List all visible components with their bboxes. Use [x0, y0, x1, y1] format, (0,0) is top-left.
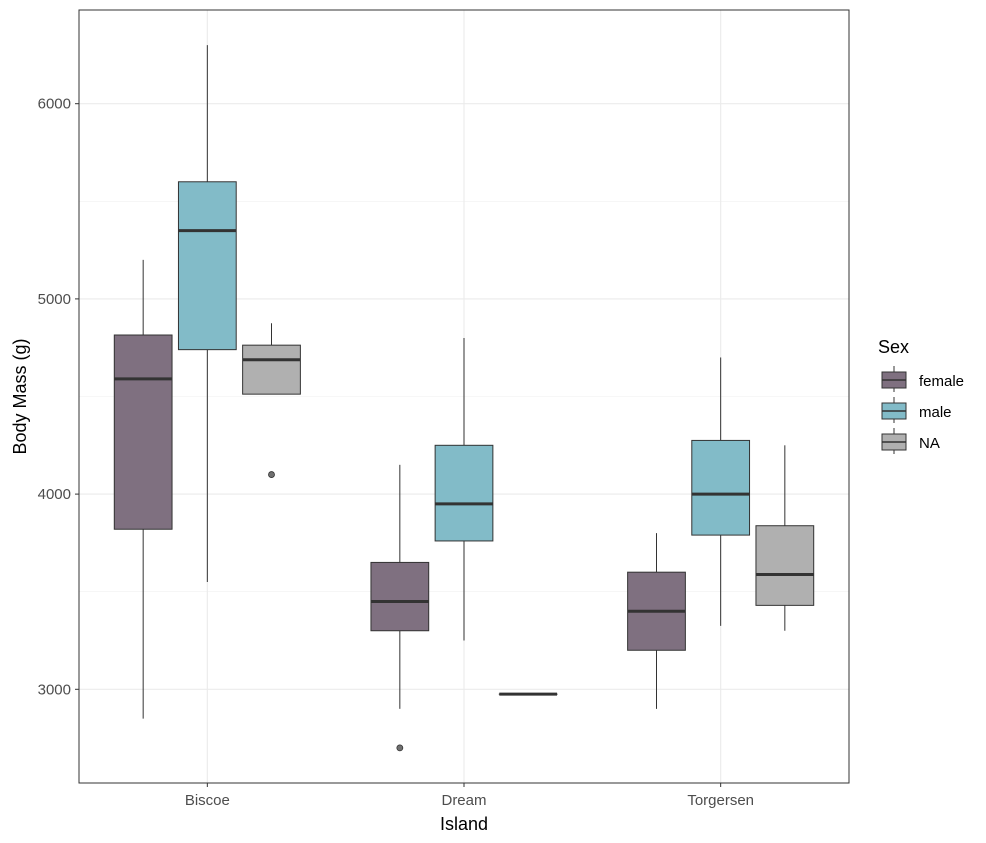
legend-title: Sex	[878, 337, 909, 357]
y-axis-title: Body Mass (g)	[10, 338, 30, 454]
legend-label-female: female	[919, 373, 964, 390]
y-tick-label: 4000	[38, 486, 71, 503]
box-NA-biscoe	[242, 323, 301, 478]
legend-label-male: male	[919, 404, 952, 421]
box-female-biscoe	[113, 259, 173, 719]
y-tick-label: 5000	[38, 291, 71, 308]
box-rect	[370, 561, 430, 632]
legend-item-male: male	[881, 397, 952, 423]
box-male-biscoe	[177, 45, 237, 582]
box-rect	[177, 181, 237, 351]
box-female-dream	[370, 464, 430, 752]
x-tick-label: Dream	[441, 792, 486, 809]
box-rect	[434, 444, 494, 542]
legend-item-female: female	[881, 366, 964, 392]
axes: 3000 4000 5000 6000 Biscoe Dream Torgersen	[38, 96, 754, 809]
box-rect	[242, 344, 301, 395]
x-tick-label: Torgersen	[687, 792, 754, 809]
outlier-point	[268, 471, 275, 478]
box-female-torgersen	[627, 533, 686, 709]
y-tick-label: 6000	[38, 96, 71, 113]
box-rect	[113, 334, 173, 530]
legend-item-na: NA	[881, 428, 940, 454]
box-rect	[755, 525, 815, 606]
x-tick-label: Biscoe	[185, 792, 230, 809]
outlier-point	[396, 744, 404, 752]
box-layer	[113, 45, 815, 752]
x-axis-title: Island	[440, 814, 488, 834]
box-male-torgersen	[691, 357, 751, 626]
box-rect	[691, 439, 751, 536]
box-male-dream	[434, 337, 494, 641]
y-tick-label: 3000	[38, 681, 71, 698]
legend: Sex female male NA	[878, 337, 964, 454]
legend-label-na: NA	[919, 435, 940, 452]
box-NA-torgersen	[755, 445, 815, 631]
